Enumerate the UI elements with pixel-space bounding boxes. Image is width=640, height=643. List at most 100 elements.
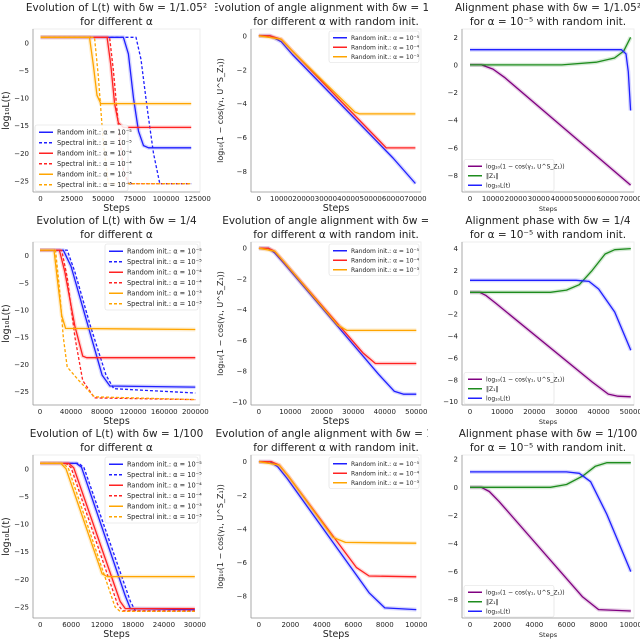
y-tick-label: −4 <box>237 100 248 108</box>
x-tick-label: 30000 <box>315 195 337 203</box>
legend-label: Random init.: α = 10⁻³ <box>57 171 132 179</box>
y-tick-label: 2 <box>454 267 458 275</box>
x-axis-label: Steps <box>323 416 350 426</box>
y-tick-label: −15 <box>14 334 29 342</box>
x-tick-label: 70000 <box>619 195 640 203</box>
y-tick-label: −2 <box>237 492 247 500</box>
legend-label: Random init.: α = 10⁻⁵ <box>351 35 420 42</box>
y-tick-label: −8 <box>448 376 458 384</box>
legend-label: Random init.: α = 10⁻⁴ <box>57 150 132 158</box>
y-axis-label: log₁₀L(t) <box>1 91 12 130</box>
y-tick-label: −2 <box>237 275 247 283</box>
x-tick-label: 30000 <box>184 621 206 629</box>
legend-label: ‖Z₁‖ <box>486 386 499 393</box>
y-tick-label: 0 <box>454 289 458 297</box>
chart-title-line: for α = 10⁻⁵ with random init. <box>470 16 626 28</box>
legend-label: Random init.: α = 10⁻⁴ <box>351 45 420 52</box>
legend: Random init.: α = 10⁻⁵ Random init.: α = … <box>328 456 420 489</box>
legend-box <box>104 456 199 524</box>
legend-label: log₁₀(1 − cos(γ₁, U^S_Z₁)) <box>486 377 565 384</box>
x-tick-label: 20000 <box>505 195 527 203</box>
legend-label: log₁₀L(t) <box>486 609 510 616</box>
legend-label: Random init.: α = 10⁻⁴ <box>127 482 202 490</box>
x-tick-label: 30000 <box>342 408 364 416</box>
legend-label: Random init.: α = 10⁻³ <box>127 290 202 298</box>
legend-label: Random init.: α = 10⁻⁴ <box>351 471 420 478</box>
x-tick-label: 10000 <box>491 408 513 416</box>
x-tick-label: 24000 <box>153 621 175 629</box>
chart-title-line: for different α <box>80 229 153 241</box>
x-tick-label: 40000 <box>60 408 82 416</box>
x-tick-label: 20000 <box>292 195 314 203</box>
legend-box <box>328 243 420 276</box>
series-line-2 <box>470 37 632 66</box>
x-tick-label: 120000 <box>120 408 147 416</box>
legend-label: Spectral init.: α = 10⁻³ <box>57 181 132 189</box>
y-tick-label: −6 <box>237 337 248 345</box>
y-tick-label: −20 <box>14 576 29 584</box>
legend: log₁₀(1 − cos(γ₁, U^S_Z₁)) ‖Z₁‖ log₁₀L(t) <box>463 159 565 192</box>
x-tick-label: 100000 <box>153 195 180 203</box>
series-line-3 <box>258 461 417 544</box>
y-tick-label: −8 <box>448 172 458 180</box>
legend-label: log₁₀L(t) <box>486 396 510 403</box>
x-axis-label: Steps <box>539 418 558 426</box>
y-tick-label: −15 <box>14 122 29 130</box>
x-tick-label: 0 <box>257 408 261 416</box>
subplot-4: Evolution of L(t) with δw = 1/4 for diffe… <box>0 213 213 427</box>
y-tick-label: −10 <box>14 306 29 314</box>
legend-box <box>328 456 420 489</box>
x-tick-label: 10000 <box>279 408 301 416</box>
chart-title-line: Alignment phase with δw = 1/1.05² <box>455 2 640 14</box>
legend-label: Spectral init.: α = 10⁻⁵ <box>127 258 202 266</box>
series-line-4 <box>40 249 196 401</box>
y-tick-label: −2 <box>237 66 247 74</box>
legend: Random init.: α = 10⁻⁵ Random init.: α = … <box>328 30 420 63</box>
legend-label: Random init.: α = 10⁻⁵ <box>351 461 420 468</box>
chart-title-line: Alignment phase with δw = 1/4 <box>465 215 630 227</box>
chart-title-line: for different α with random init. <box>253 16 419 28</box>
y-tick-label: −2 <box>448 512 458 520</box>
legend-box <box>34 124 129 192</box>
x-tick-label: 60000 <box>596 195 618 203</box>
legend-label: Random init.: α = 10⁻⁵ <box>127 461 202 469</box>
chart-title-line: for α = 10⁻⁵ with random init. <box>470 442 626 454</box>
legend: Random init.: α = 10⁻⁵ Random init.: α = … <box>328 243 420 276</box>
y-axis-label: log₁₀L(t) <box>1 304 12 343</box>
legend-label: ‖Z₁‖ <box>486 599 499 606</box>
x-tick-label: 20000 <box>523 408 545 416</box>
legend: log₁₀(1 − cos(γ₁, U^S_Z₁)) ‖Z₁‖ log₁₀L(t) <box>463 372 565 405</box>
chart-title-line: for different α <box>80 442 153 454</box>
chart-svg: Evolution of angle alignment with δw = 1… <box>212 2 461 214</box>
legend-label: Spectral init.: α = 10⁻⁴ <box>127 279 202 287</box>
y-tick-label: −20 <box>14 361 29 369</box>
y-tick-label: 0 <box>243 245 247 253</box>
x-axis-label: Steps <box>103 203 130 213</box>
x-tick-label: 0 <box>257 195 261 203</box>
chart-title-line: for α = 10⁻⁵ with random init. <box>470 229 626 241</box>
legend-label: log₁₀(1 − cos(γ₁, U^S_Z₁)) <box>486 164 565 171</box>
y-tick-label: −2 <box>448 89 458 97</box>
y-tick-label: 0 <box>243 32 247 40</box>
y-tick-label: −4 <box>448 333 459 341</box>
chart-title-line: Evolution of L(t) with δw = 1/4 <box>36 215 197 227</box>
chart-title-line: Evolution of angle alignment with δw = 1… <box>216 428 428 440</box>
legend: log₁₀(1 − cos(γ₁, U^S_Z₁)) ‖Z₁‖ log₁₀L(t) <box>463 585 565 618</box>
subplot-2: Evolution of angle alignment with δw = 1… <box>212 0 461 214</box>
legend-box <box>104 243 199 311</box>
series-line-2 <box>40 462 195 613</box>
legend-label: Spectral init.: α = 10⁻⁵ <box>57 139 132 147</box>
x-tick-label: 10000 <box>405 621 427 629</box>
y-tick-label: 0 <box>25 465 29 473</box>
chart-title-line: Evolution of L(t) with δw = 1/1.05² <box>26 2 207 14</box>
x-tick-label: 4000 <box>525 621 543 629</box>
series-line-2 <box>470 247 631 293</box>
y-tick-label: 0 <box>454 484 458 492</box>
y-tick-label: −10 <box>14 521 29 529</box>
series-line-1 <box>40 36 192 149</box>
series-line-1 <box>40 249 196 388</box>
legend-box <box>328 30 420 63</box>
chart-svg: Evolution of L(t) with δw = 1/1.05² for d… <box>1 2 211 214</box>
legend-label: Random init.: α = 10⁻⁴ <box>127 269 202 277</box>
legend-label: log₁₀L(t) <box>486 183 510 190</box>
